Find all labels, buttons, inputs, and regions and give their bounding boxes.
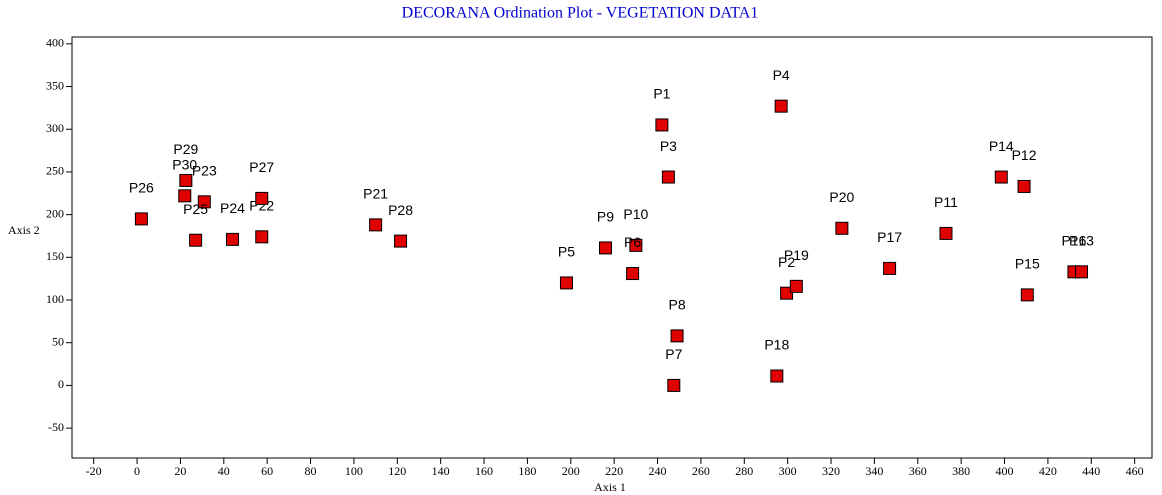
x-tick-label: 360 (909, 464, 927, 478)
point-label: P2 (778, 254, 795, 270)
point (883, 261, 897, 275)
x-tick-label: 200 (562, 464, 580, 478)
x-tick-label: 260 (692, 464, 710, 478)
point-label: P29 (173, 141, 198, 157)
point-label: P23 (192, 163, 217, 179)
point (994, 170, 1008, 184)
y-tick-label: 350 (46, 78, 64, 92)
point-label: P21 (363, 186, 388, 202)
point (667, 378, 681, 392)
chart-title: DECORANA Ordination Plot - VEGETATION DA… (402, 5, 759, 22)
y-tick-label: 150 (46, 249, 64, 263)
point-label: P12 (1012, 147, 1037, 163)
point (134, 212, 148, 226)
x-tick-label: 20 (174, 464, 186, 478)
point-label: P10 (623, 206, 648, 222)
point (670, 329, 684, 343)
point-label: P15 (1015, 256, 1040, 272)
point-label: P3 (660, 138, 677, 154)
x-tick-label: 140 (432, 464, 450, 478)
point-label: P11 (934, 194, 958, 210)
point-label: P4 (773, 67, 790, 83)
point (629, 238, 643, 252)
point-label: P24 (220, 200, 245, 216)
point-label: P16 (1061, 233, 1086, 249)
x-tick-label: 240 (649, 464, 667, 478)
point (1017, 179, 1031, 193)
x-tick-label: 460 (1126, 464, 1144, 478)
x-tick-label: 340 (865, 464, 883, 478)
point (1075, 265, 1089, 279)
x-tick-label: 280 (735, 464, 753, 478)
point-label: P25 (183, 201, 208, 217)
point (178, 189, 192, 203)
x-tick-label: 160 (475, 464, 493, 478)
point (559, 276, 573, 290)
point (369, 218, 383, 232)
point-label: P9 (597, 209, 614, 225)
point (835, 221, 849, 235)
y-tick-label: 400 (46, 36, 64, 50)
x-tick-label: 60 (261, 464, 273, 478)
x-tick-label: 40 (218, 464, 230, 478)
point (255, 230, 269, 244)
x-tick-label: -20 (86, 464, 102, 478)
x-tick-label: 420 (1039, 464, 1057, 478)
x-tick-label: 440 (1082, 464, 1100, 478)
point-label: P5 (558, 244, 575, 260)
y-axis-label: Axis 2 (8, 223, 40, 237)
point-label: P18 (764, 337, 789, 353)
point (225, 232, 239, 246)
point-label: P8 (668, 297, 685, 313)
point (939, 226, 953, 240)
x-tick-label: 100 (345, 464, 363, 478)
x-tick-label: 320 (822, 464, 840, 478)
plot-frame (71, 36, 1153, 459)
y-tick-label: 0 (58, 377, 64, 391)
point-label: P26 (129, 180, 154, 196)
point (789, 279, 803, 293)
y-tick-label: -50 (48, 420, 64, 434)
point-label: P17 (877, 229, 902, 245)
point (661, 170, 675, 184)
point (394, 234, 408, 248)
point (197, 195, 211, 209)
point-label: P30 (172, 157, 197, 173)
point-label: P6 (624, 234, 641, 250)
point (255, 191, 269, 205)
y-tick-label: 100 (46, 292, 64, 306)
point (770, 369, 784, 383)
x-tick-label: 120 (388, 464, 406, 478)
point-label: P20 (829, 189, 854, 205)
point (179, 173, 193, 187)
y-tick-label: 50 (52, 334, 64, 348)
point (774, 99, 788, 113)
point-label: P19 (784, 247, 809, 263)
point (655, 118, 669, 132)
x-axis-label: Axis 1 (594, 480, 626, 494)
point-label: P1 (653, 86, 670, 102)
point (780, 286, 794, 300)
y-tick-label: 200 (46, 206, 64, 220)
point (598, 241, 612, 255)
point (1020, 288, 1034, 302)
x-tick-label: 380 (952, 464, 970, 478)
x-tick-label: 0 (134, 464, 140, 478)
point-label: P13 (1069, 233, 1094, 249)
x-tick-label: 400 (996, 464, 1014, 478)
y-tick-label: 300 (46, 121, 64, 135)
x-tick-label: 220 (605, 464, 623, 478)
x-tick-label: 300 (779, 464, 797, 478)
y-tick-label: 250 (46, 164, 64, 178)
point-label: P27 (249, 159, 274, 175)
x-tick-label: 80 (305, 464, 317, 478)
x-tick-label: 180 (518, 464, 536, 478)
point-label: P28 (388, 202, 413, 218)
point (189, 233, 203, 247)
point-label: P7 (665, 346, 682, 362)
point (626, 267, 640, 281)
point-label: P14 (989, 138, 1014, 154)
